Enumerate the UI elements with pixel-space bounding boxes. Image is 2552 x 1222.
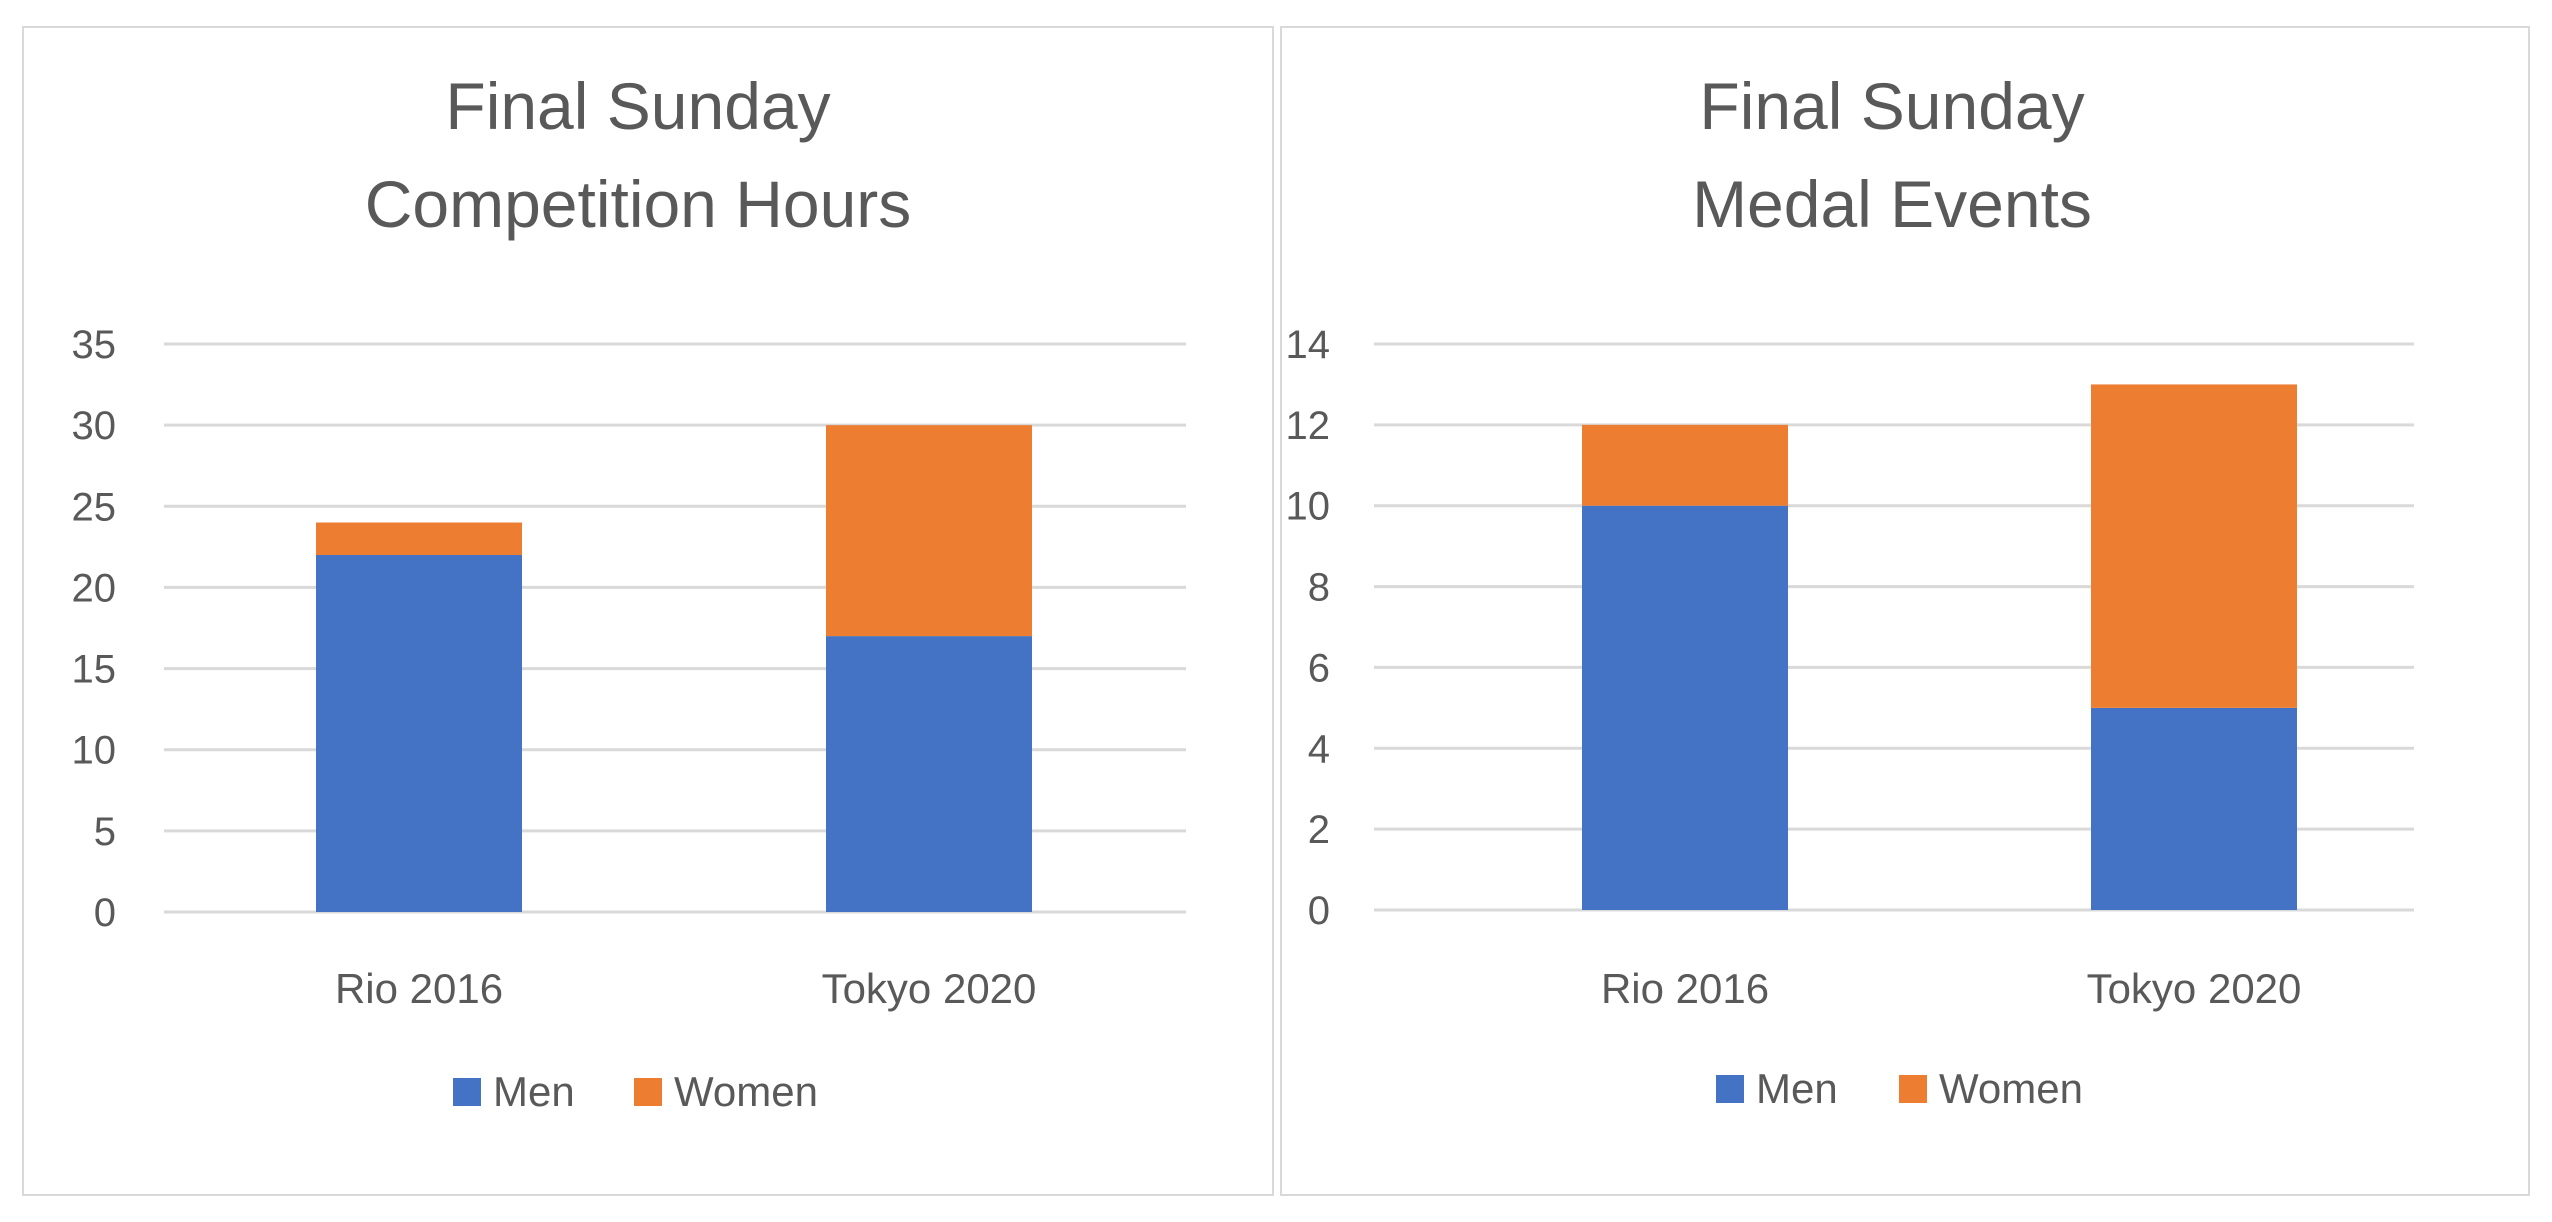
chart-title-line: Final Sunday [1699,69,2084,143]
y-tick-label: 14 [1286,323,1331,367]
x-category-label: Rio 2016 [335,965,503,1012]
chart-panel-competition-hours: Final Sunday Competition Hours 0 5 10 15 20 25 3… [22,26,1274,1196]
chart-medal-events: Final Sunday Medal Events 0 2 4 6 8 10 12 14 Rio 2… [1286,69,2414,1112]
y-tick-label: 10 [1286,485,1331,529]
bar-women-tokyo-2020 [2091,384,2297,708]
bar-men-tokyo-2020 [826,636,1032,912]
chart-title-line: Final Sunday [445,69,830,143]
chart-title-line: Medal Events [1692,167,2092,241]
x-category-label: Rio 2016 [1601,965,1769,1012]
x-category-label: Tokyo 2020 [822,965,1037,1012]
legend-swatch-men [453,1078,481,1106]
y-tick-label: 15 [72,648,117,692]
bar-women-rio-2016 [1582,424,1788,506]
y-tick-label: 0 [94,891,116,935]
chart-panel-medal-events: Final Sunday Medal Events 0 2 4 6 8 10 12 14 Rio 2… [1280,26,2530,1196]
legend-label-women: Women [1939,1065,2083,1112]
y-tick-label: 5 [94,810,116,854]
bar-women-rio-2016 [316,522,522,555]
y-tick-label: 30 [72,404,117,448]
y-tick-label: 12 [1286,404,1331,448]
bar-men-rio-2016 [316,554,522,912]
legend-swatch-women [1899,1075,1927,1103]
y-tick-label: 0 [1308,889,1330,933]
legend-label-women: Women [674,1068,818,1115]
y-tick-label: 10 [72,729,117,773]
legend-swatch-women [634,1078,662,1106]
chart-competition-hours: Final Sunday Competition Hours 0 5 10 15 20 25 3… [72,69,1186,1115]
y-tick-label: 6 [1308,646,1330,690]
bar-men-rio-2016 [1582,505,1788,910]
legend-label-men: Men [493,1068,575,1115]
x-category-label: Tokyo 2020 [2087,965,2302,1012]
y-tick-label: 35 [72,323,117,367]
legend-swatch-men [1716,1075,1744,1103]
y-tick-label: 2 [1308,808,1330,852]
bar-women-tokyo-2020 [826,425,1032,637]
y-tick-label: 20 [72,566,117,610]
y-tick-label: 8 [1308,566,1330,610]
legend-label-men: Men [1756,1065,1838,1112]
y-tick-label: 25 [72,485,117,529]
chart-title-line: Competition Hours [365,167,912,241]
bar-men-tokyo-2020 [2091,707,2297,910]
y-tick-label: 4 [1308,727,1330,771]
